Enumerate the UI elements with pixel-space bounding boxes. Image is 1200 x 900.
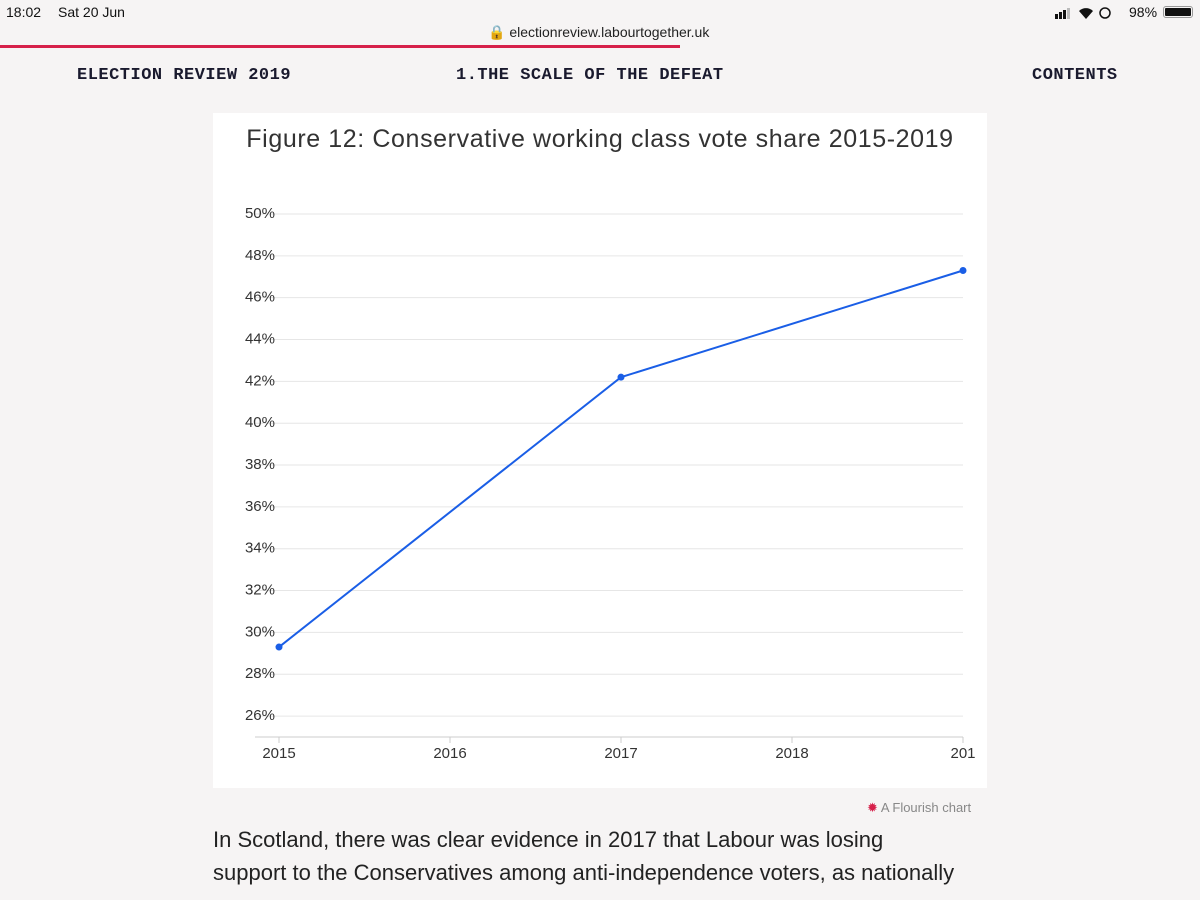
y-tick-label: 40% [245, 414, 275, 431]
flourish-credit[interactable]: ✹ A Flourish chart [867, 800, 972, 815]
battery-level: 98% [1129, 4, 1158, 20]
x-tick-label: 201 [950, 745, 975, 762]
body-text: support to the Conservatives among anti-… [213, 860, 955, 885]
y-tick-label: 48% [245, 247, 275, 264]
y-tick-label: 50% [245, 205, 275, 222]
chart: 26% 28% 30% 32% 34% 36% 38% 40% 42% 44% 46% 48% 50% 2… [245, 205, 976, 762]
y-tick-label: 30% [245, 623, 275, 640]
y-tick-label: 32% [245, 582, 275, 599]
x-tick-label: 2017 [604, 745, 637, 762]
status-time: 18:02 [6, 4, 42, 20]
battery-icon [1163, 6, 1193, 18]
y-tick-label: 28% [245, 665, 275, 682]
status-icons [1055, 6, 1119, 19]
nav-contents[interactable]: CONTENTS [1032, 66, 1118, 85]
body-text: In Scotland, there was clear evidence in… [213, 827, 884, 852]
x-tick-label: 2016 [433, 745, 466, 762]
point [617, 373, 625, 381]
progress-bar [0, 45, 680, 48]
x-tick-label: 2015 [262, 745, 295, 762]
url-bar[interactable]: 🔒 electionreview.labourtogether.uk [488, 24, 710, 40]
chart-title: Figure 12: Conservative working class vo… [246, 125, 954, 153]
y-tick-label: 42% [245, 372, 275, 389]
x-tick-label: 2018 [775, 745, 808, 762]
url: electionreview.labourtogether.uk [509, 24, 710, 40]
status-date: Sat 20 Jun [58, 4, 125, 20]
y-tick-label: 34% [245, 540, 275, 557]
y-tick-label: 26% [245, 707, 275, 724]
nav-home[interactable]: ELECTION REVIEW 2019 [77, 66, 292, 85]
chart-card [213, 113, 987, 788]
point [275, 643, 283, 651]
y-tick-label: 38% [245, 456, 275, 473]
credit-text: A Flourish chart [880, 800, 972, 815]
y-tick-label: 36% [245, 498, 275, 515]
point [959, 266, 967, 274]
nav-section[interactable]: 1.THE SCALE OF THE DEFEAT [456, 66, 724, 85]
y-tick-label: 46% [245, 289, 275, 306]
y-tick-label: 44% [245, 330, 275, 347]
